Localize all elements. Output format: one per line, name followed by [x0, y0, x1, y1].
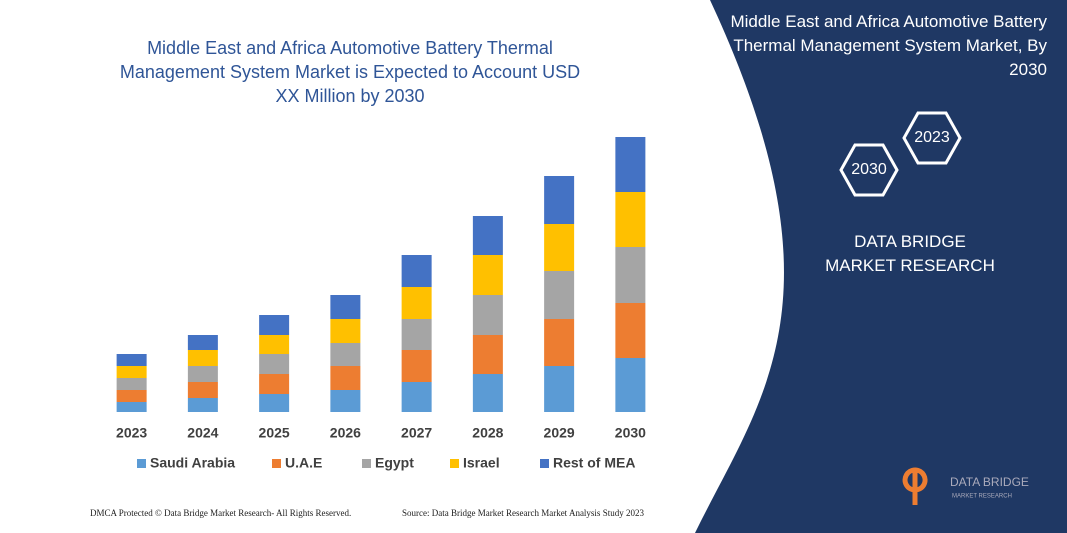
logo-name: DATA BRIDGE [950, 475, 1029, 489]
bar-segment [472, 295, 503, 335]
bar-segment [330, 319, 361, 343]
legend-swatch [540, 459, 549, 468]
bar-segment [615, 192, 646, 247]
bar-segment [116, 402, 147, 412]
bar-segment [330, 366, 361, 390]
bar-segment [615, 247, 646, 303]
legend-swatch [272, 459, 281, 468]
chart-title: Middle East and Africa Automotive Batter… [119, 38, 581, 106]
bar-segment [544, 366, 575, 412]
bar-segment [116, 366, 147, 378]
footer-right: Source: Data Bridge Market Research Mark… [402, 508, 644, 518]
bar-segment [544, 319, 575, 366]
x-tick-label: 2024 [187, 425, 218, 441]
logo-icon [902, 467, 928, 505]
legend-swatch [450, 459, 459, 468]
bar-segment [187, 382, 218, 398]
bar-segment [259, 335, 290, 354]
bar-segment [187, 350, 218, 366]
bar-segment [187, 366, 218, 382]
bar-segment [259, 394, 290, 412]
brand: DATA BRIDGE MARKET RESEARCH [825, 232, 995, 275]
bar-segment [401, 287, 432, 319]
x-tick-label: 2028 [472, 425, 503, 441]
bar-segment [187, 398, 218, 412]
legend-label: U.A.E [285, 455, 322, 471]
panel-title: Middle East and Africa Automotive Batter… [730, 12, 1047, 79]
legend-label: Egypt [375, 455, 414, 471]
bar-segment [116, 354, 147, 366]
hexagon-label: 2023 [914, 129, 950, 146]
bar-segment [615, 358, 646, 412]
bar-segment [259, 354, 290, 374]
bar-segment [187, 335, 218, 350]
bar-segment [472, 255, 503, 295]
bar-segment [401, 255, 432, 287]
bar-segment [259, 374, 290, 394]
bar-segment [544, 271, 575, 319]
x-tick-label: 2027 [401, 425, 432, 441]
footer-left: DMCA Protected © Data Bridge Market Rese… [90, 508, 352, 518]
bar-segment [401, 350, 432, 382]
legend-label: Rest of MEA [553, 455, 635, 471]
bar-segment [544, 176, 575, 224]
bar-segment [472, 374, 503, 412]
side-panel [695, 0, 1067, 533]
hexagon-label: 2030 [851, 161, 887, 178]
hexagon [839, 143, 899, 197]
legend-swatch [362, 459, 371, 468]
bar-segment [259, 315, 290, 335]
bar-segment [472, 335, 503, 374]
legend-swatch [137, 459, 146, 468]
legend-label: Israel [463, 455, 500, 471]
bar-segment [401, 319, 432, 350]
x-tick-label: 2026 [330, 425, 361, 441]
bar-segment [330, 295, 361, 319]
bar-segment [472, 216, 503, 255]
bar-segment [544, 224, 575, 271]
bar-segment [401, 382, 432, 412]
bar-segment [116, 390, 147, 402]
x-tick-label: 2029 [544, 425, 575, 441]
bar-segment [330, 343, 361, 366]
logo-tagline: MARKET RESEARCH [952, 494, 1012, 500]
x-tick-label: 2023 [116, 425, 147, 441]
bar-segment [615, 303, 646, 358]
hexagon [902, 111, 962, 165]
legend-label: Saudi Arabia [150, 455, 235, 471]
bar-segment [330, 390, 361, 412]
bar-segment [116, 378, 147, 390]
x-tick-label: 2025 [259, 425, 290, 441]
bar-segment [615, 137, 646, 192]
x-tick-label: 2030 [615, 425, 646, 441]
